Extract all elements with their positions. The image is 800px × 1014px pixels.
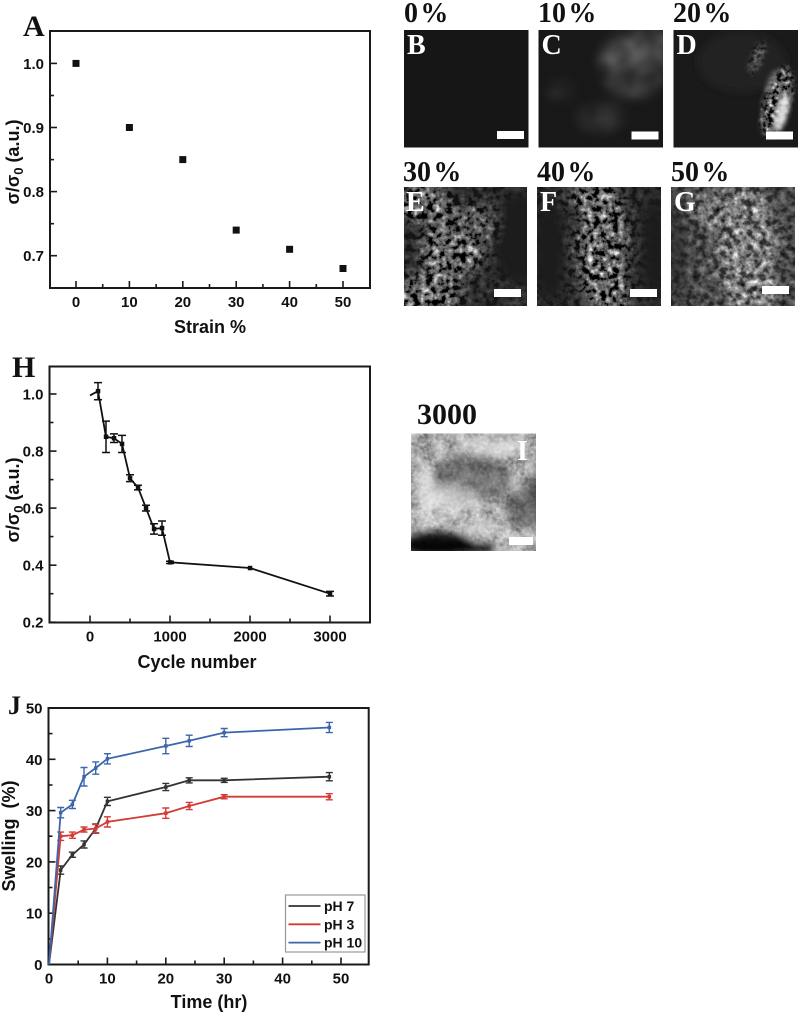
svg-text:B: B <box>407 30 426 61</box>
svg-text:0: 0 <box>45 971 53 988</box>
svg-text:10: 10 <box>99 971 116 988</box>
svg-text:Time (hr): Time (hr) <box>171 992 248 1012</box>
svg-text:30: 30 <box>228 294 245 311</box>
svg-text:0.4: 0.4 <box>23 558 45 575</box>
svg-text:3000: 3000 <box>417 398 477 431</box>
svg-text:F: F <box>540 187 557 218</box>
svg-text:0.7: 0.7 <box>23 248 44 265</box>
svg-text:20: 20 <box>26 854 43 871</box>
svg-text:E: E <box>406 187 425 218</box>
svg-text:Strain %: Strain % <box>174 317 246 337</box>
svg-text:0.8: 0.8 <box>23 184 44 201</box>
svg-text:J: J <box>8 691 21 720</box>
svg-text:50: 50 <box>335 294 352 311</box>
svg-text:I: I <box>517 436 528 467</box>
svg-text:C: C <box>542 30 562 61</box>
svg-text:50: 50 <box>26 701 43 718</box>
svg-text:40: 40 <box>274 971 291 988</box>
svg-text:G: G <box>674 187 696 218</box>
svg-text:σ/σ0 (a.u.): σ/σ0 (a.u.) <box>3 458 26 543</box>
svg-text:Cycle number: Cycle number <box>137 652 256 672</box>
svg-text:0: 0 <box>34 957 42 974</box>
svg-text:20: 20 <box>157 971 174 988</box>
svg-text:40 %: 40 % <box>537 157 595 188</box>
svg-text:1.0: 1.0 <box>23 387 44 404</box>
svg-text:Swelling (%): Swelling (%) <box>0 780 19 891</box>
svg-text:1.0: 1.0 <box>23 56 44 73</box>
svg-text:40: 40 <box>26 752 43 769</box>
svg-text:1000: 1000 <box>153 629 186 646</box>
svg-text:20: 20 <box>174 294 191 311</box>
svg-text:30: 30 <box>26 803 43 820</box>
svg-text:10: 10 <box>121 294 138 311</box>
svg-text:20 %: 20 % <box>673 0 731 29</box>
svg-text:H: H <box>12 351 35 384</box>
svg-text:0.8: 0.8 <box>23 444 44 461</box>
svg-text:D: D <box>677 30 697 61</box>
svg-text:40: 40 <box>281 294 298 311</box>
svg-text:pH 10: pH 10 <box>324 935 362 951</box>
svg-text:30 %: 30 % <box>403 157 461 188</box>
svg-text:0: 0 <box>86 629 94 646</box>
svg-text:pH 3: pH 3 <box>324 916 355 932</box>
svg-text:σ/σ0 (a.u.): σ/σ0 (a.u.) <box>3 120 26 205</box>
svg-text:10: 10 <box>26 906 43 923</box>
svg-text:0.2: 0.2 <box>23 615 44 632</box>
svg-text:50: 50 <box>333 971 350 988</box>
svg-text:2000: 2000 <box>233 629 266 646</box>
svg-text:0: 0 <box>72 294 80 311</box>
svg-text:10 %: 10 % <box>538 0 596 29</box>
svg-text:0 %: 0 % <box>404 0 448 29</box>
svg-text:50 %: 50 % <box>671 157 729 188</box>
svg-text:0.9: 0.9 <box>23 120 44 137</box>
svg-text:0.6: 0.6 <box>23 501 44 518</box>
svg-text:30: 30 <box>216 971 233 988</box>
svg-text:3000: 3000 <box>313 629 346 646</box>
svg-text:pH 7: pH 7 <box>324 898 355 914</box>
svg-text:A: A <box>23 10 45 43</box>
